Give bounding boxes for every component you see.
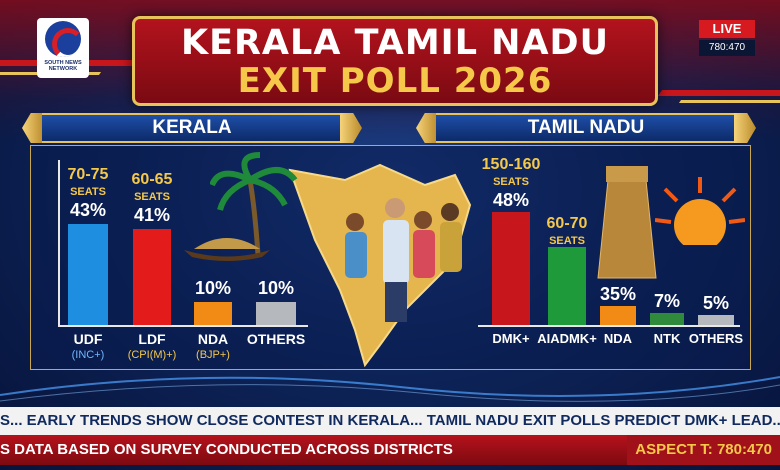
- logo-icon: [45, 21, 81, 57]
- ticker-text-top: S... EARLY TRENDS SHOW CLOSE CONTEST IN …: [0, 412, 780, 429]
- title-line-1: KERALA TAMIL NADU: [180, 23, 610, 63]
- wave-line-2: [0, 384, 780, 402]
- person-1-head: [346, 213, 364, 231]
- kerala-pct-others: 10%: [257, 277, 295, 298]
- right-stripe-gold: [678, 100, 780, 103]
- kerala-seats-ldf: 60-65: [131, 170, 173, 188]
- kerala-seats-label-ldf: SEATS: [134, 190, 170, 203]
- tn-party-nda: NDA: [603, 331, 633, 346]
- kerala-pct-udf: 43%: [69, 199, 107, 220]
- tn-x-axis: [478, 325, 740, 327]
- news-ticker-top: S... EARLY TRENDS SHOW CLOSE CONTEST IN …: [0, 407, 780, 435]
- tn-pct-ntk: 7%: [653, 291, 680, 312]
- person-2-legs: [385, 282, 407, 322]
- tn-bar-others: [698, 315, 734, 325]
- person-4-body: [440, 222, 462, 272]
- right-stripe-red: [657, 90, 780, 96]
- kerala-seats-label-udf: SEATS: [70, 185, 106, 198]
- tn-pct-dmk-plus: 48%: [492, 190, 530, 211]
- kerala-party-others: OTHERS: [246, 331, 306, 347]
- wave-line-1: [0, 376, 780, 397]
- kerala-party-nda: NDA: [197, 331, 229, 347]
- kerala-bar-udf: [68, 223, 108, 325]
- tn-party-ntk: NTK: [653, 331, 681, 346]
- tn-seats-dmk-plus: 150-160: [481, 156, 541, 174]
- boat-roof: [194, 238, 260, 249]
- person-4-head: [441, 203, 459, 221]
- live-badge: LIVE: [699, 20, 755, 38]
- person-2-body: [383, 220, 409, 284]
- person-3-head: [414, 211, 432, 229]
- kerala-party-udf: UDF: [73, 331, 103, 347]
- news-ticker-bottom: S DATA BASED ON SURVEY CONDUCTED ACROSS …: [0, 435, 780, 465]
- gopuram-top: [606, 166, 648, 182]
- tn-bar-ntk: [650, 313, 684, 325]
- tn-banner-cap-left: [416, 113, 438, 143]
- kerala-alliance-nda: (BJP+): [196, 349, 230, 361]
- ticker-aspect-label: ASPECT T: 780:470: [627, 435, 780, 465]
- temple-gopuram-icon: [597, 166, 657, 279]
- sun-icon: [655, 177, 745, 245]
- title-box: KERALA TAMIL NADU EXIT POLL 2026: [132, 16, 658, 106]
- kerala-banner-cap-left: [22, 113, 44, 143]
- kerala-x-axis: [58, 325, 308, 327]
- palm-tree-icon: [210, 152, 298, 256]
- sun-disc: [674, 199, 726, 245]
- kerala-y-axis: [58, 160, 60, 326]
- network-logo: SOUTH NEWS NETWORK: [37, 18, 89, 78]
- tn-pct-others: 5%: [702, 293, 729, 313]
- tn-party-dmk-plus: DMK+: [492, 331, 530, 346]
- tn-party-aiadmk-plus: AIADMK+: [537, 331, 597, 346]
- tn-seats-aiadmk-plus: 60-70: [546, 215, 588, 233]
- title-line-2: EXIT POLL 2026: [237, 61, 553, 101]
- kerala-alliance-ldf: (CPI(M)+): [127, 349, 177, 361]
- tn-banner-cap-right: [734, 113, 756, 143]
- kerala-bar-ldf: [133, 228, 171, 325]
- kerala-banner: KERALA: [42, 113, 342, 143]
- tn-bar-nda: [600, 306, 636, 325]
- tn-bar-aiadmk-plus: [548, 247, 586, 325]
- ticker-text-bottom: S DATA BASED ON SURVEY CONDUCTED ACROSS …: [0, 441, 453, 458]
- network-name: SOUTH NEWS NETWORK: [44, 60, 82, 72]
- person-2-head: [385, 198, 405, 218]
- kerala-pct-ldf: 41%: [133, 204, 171, 225]
- tn-seats-label-dmk-plus: SEATS: [493, 176, 529, 189]
- palm-leaves: [210, 152, 298, 211]
- kerala-bar-nda: [194, 301, 232, 325]
- south-india-map-illustration: [288, 163, 472, 368]
- kerala-banner-cap-right: [340, 113, 362, 143]
- tn-seats-label-aiadmk-plus: SEATS: [549, 235, 585, 248]
- palm-trunk: [247, 179, 261, 256]
- gopuram: [597, 179, 657, 279]
- tn-bar-dmk-plus: [492, 212, 530, 325]
- tn-pct-nda: 35%: [599, 284, 637, 305]
- person-3-body: [413, 230, 435, 278]
- kerala-bar-others: [256, 301, 296, 325]
- kerala-party-ldf: LDF: [138, 331, 166, 347]
- tn-party-others: OTHERS: [688, 331, 744, 346]
- houseboat-icon: [184, 238, 270, 261]
- person-1-body: [345, 232, 367, 278]
- sun-rays: [655, 177, 745, 224]
- boat-hull: [184, 250, 270, 261]
- live-resolution: 780:470: [699, 40, 755, 56]
- wave-graphic: [0, 376, 780, 402]
- kerala-pct-nda: 10%: [194, 277, 232, 298]
- kerala-alliance-udf: (INC+): [71, 349, 105, 361]
- tamil-nadu-banner: TAMIL NADU: [436, 113, 736, 143]
- kerala-seats-udf: 70-75: [67, 165, 109, 183]
